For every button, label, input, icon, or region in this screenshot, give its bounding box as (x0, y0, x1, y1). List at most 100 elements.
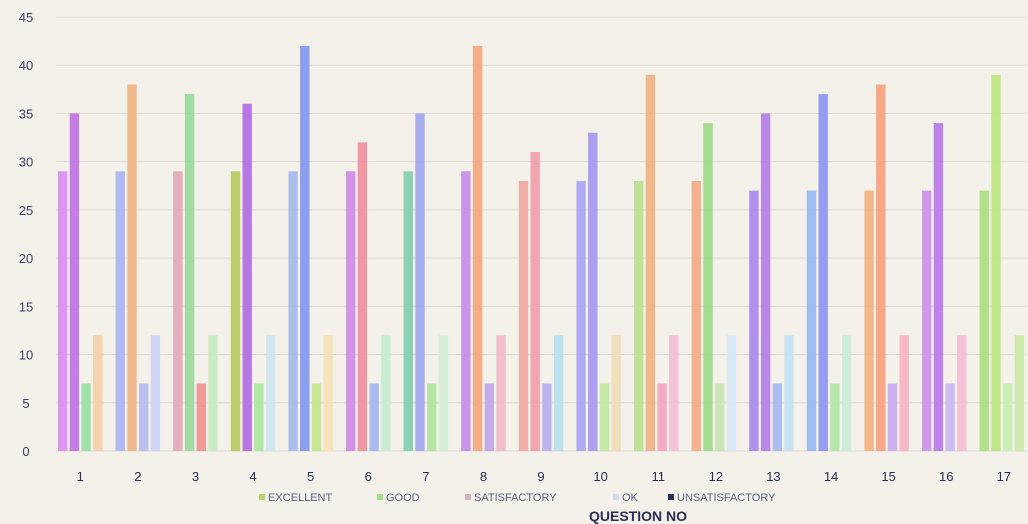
bar-q16-ok (957, 335, 967, 451)
bar-q5-good (300, 45, 310, 451)
legend-label: EXCELLENT (268, 492, 332, 504)
x-tick-label: 13 (766, 469, 780, 484)
y-tick-label: 5 (22, 396, 29, 411)
x-tick-label: 11 (652, 469, 666, 484)
bar-q14-excellent (806, 190, 817, 451)
bar-q3-good (184, 94, 195, 452)
bar-q4-ok (265, 335, 276, 451)
bar-q13-good (760, 113, 771, 451)
legend-label: OK (622, 492, 639, 504)
bar-q8-ok (496, 335, 506, 451)
legend: EXCELLENT GOOD SATISFACTORY OK UNSATISFACTOR… (259, 492, 776, 504)
bar-q9-excellent (518, 180, 529, 451)
bar-q9-good (530, 152, 540, 451)
bar-q16-good (933, 123, 944, 451)
x-tick-label: 1 (77, 469, 84, 484)
bar-q14-good (818, 94, 828, 452)
bar-q13-ok (784, 335, 794, 451)
bar-q3-excellent (173, 171, 183, 452)
legend-swatch (668, 494, 674, 500)
bar-q3-ok (208, 335, 218, 451)
bar-q5-excellent (288, 171, 298, 452)
bar-q7-satisfactory (427, 383, 437, 451)
x-tick-label: 3 (192, 469, 199, 484)
x-axis-ticks: 1 2 3 4 5 6 7 8 9 10 11 12 13 14 15 16 17 (77, 469, 1011, 484)
bar-q2-good (127, 84, 137, 451)
y-tick-label: 45 (19, 10, 33, 25)
bar-q15-excellent (864, 190, 874, 451)
bar-q4-satisfactory (254, 383, 264, 451)
bar-q8-excellent (461, 171, 471, 452)
y-tick-label: 35 (19, 106, 33, 121)
bar-q15-good (876, 84, 886, 451)
bar-q6-good (357, 142, 368, 451)
bar-q9-satisfactory (542, 383, 552, 451)
x-tick-label: 12 (709, 469, 723, 484)
x-tick-label: 16 (939, 469, 953, 484)
bar-q6-excellent (346, 171, 356, 452)
bar-q1-ok (93, 335, 103, 451)
x-tick-label: 10 (593, 469, 607, 484)
bar-q1-good (69, 113, 80, 451)
bar-q11-ok (669, 335, 679, 451)
bar-q12-excellent (691, 180, 701, 451)
bar-q10-satisfactory (599, 383, 610, 451)
y-tick-label: 0 (22, 444, 29, 459)
bar-q6-satisfactory (369, 383, 379, 451)
bar-q8-good (472, 45, 483, 451)
y-tick-label: 25 (19, 203, 33, 218)
y-tick-label: 40 (19, 58, 33, 73)
x-tick-label: 7 (422, 469, 429, 484)
legend-label: GOOD (386, 492, 420, 504)
legend-label: UNSATISFACTORY (677, 492, 776, 504)
bar-q11-excellent (634, 180, 644, 451)
bar-q13-excellent (749, 190, 759, 451)
bar-q11-good (645, 74, 656, 451)
bar-q15-satisfactory (887, 383, 898, 451)
x-tick-label: 14 (824, 469, 838, 484)
x-tick-label: 4 (249, 469, 256, 484)
bar-q16-satisfactory (945, 383, 955, 451)
x-axis-label: QUESTION NO (589, 508, 687, 524)
bar-q4-good (242, 103, 252, 452)
bar-q5-satisfactory (311, 383, 322, 451)
bar-q10-excellent (576, 180, 586, 451)
bar-q11-satisfactory (657, 383, 667, 451)
bars (58, 45, 1025, 452)
bar-q15-ok (899, 335, 909, 451)
x-tick-label: 2 (134, 469, 141, 484)
legend-swatch (377, 494, 383, 500)
legend-swatch (465, 494, 471, 500)
x-tick-label: 8 (480, 469, 487, 484)
legend-label: SATISFACTORY (474, 492, 557, 504)
bar-q4-excellent (230, 171, 241, 452)
bar-q2-excellent (115, 171, 125, 452)
x-tick-label: 5 (307, 469, 314, 484)
bar-q12-satisfactory (715, 383, 725, 451)
bar-q10-ok (611, 335, 621, 451)
x-tick-label: 15 (881, 469, 895, 484)
bar-q7-good (415, 113, 425, 451)
bar-q17-good (991, 74, 1001, 451)
bar-q14-ok (841, 335, 852, 451)
bar-q6-ok (381, 335, 391, 451)
bar-q2-satisfactory (139, 383, 149, 451)
x-tick-label: 6 (365, 469, 372, 484)
legend-swatch (613, 494, 619, 500)
bar-q17-excellent (979, 190, 989, 451)
bar-q9-ok (553, 335, 564, 451)
bar-q17-satisfactory (1003, 383, 1013, 451)
bar-q2-ok (150, 335, 161, 451)
bar-q8-satisfactory (484, 383, 494, 451)
bar-q12-ok (726, 335, 737, 451)
legend-swatch (259, 494, 265, 500)
y-tick-label: 30 (19, 155, 33, 170)
bar-q1-excellent (58, 171, 68, 452)
x-tick-label: 9 (537, 469, 544, 484)
bar-q5-ok (323, 335, 333, 451)
y-axis-ticks: 0 5 10 15 20 25 30 35 40 45 (19, 10, 33, 459)
bar-q10-good (588, 132, 598, 451)
gridlines (56, 16, 1028, 452)
bar-q7-excellent (403, 171, 413, 452)
